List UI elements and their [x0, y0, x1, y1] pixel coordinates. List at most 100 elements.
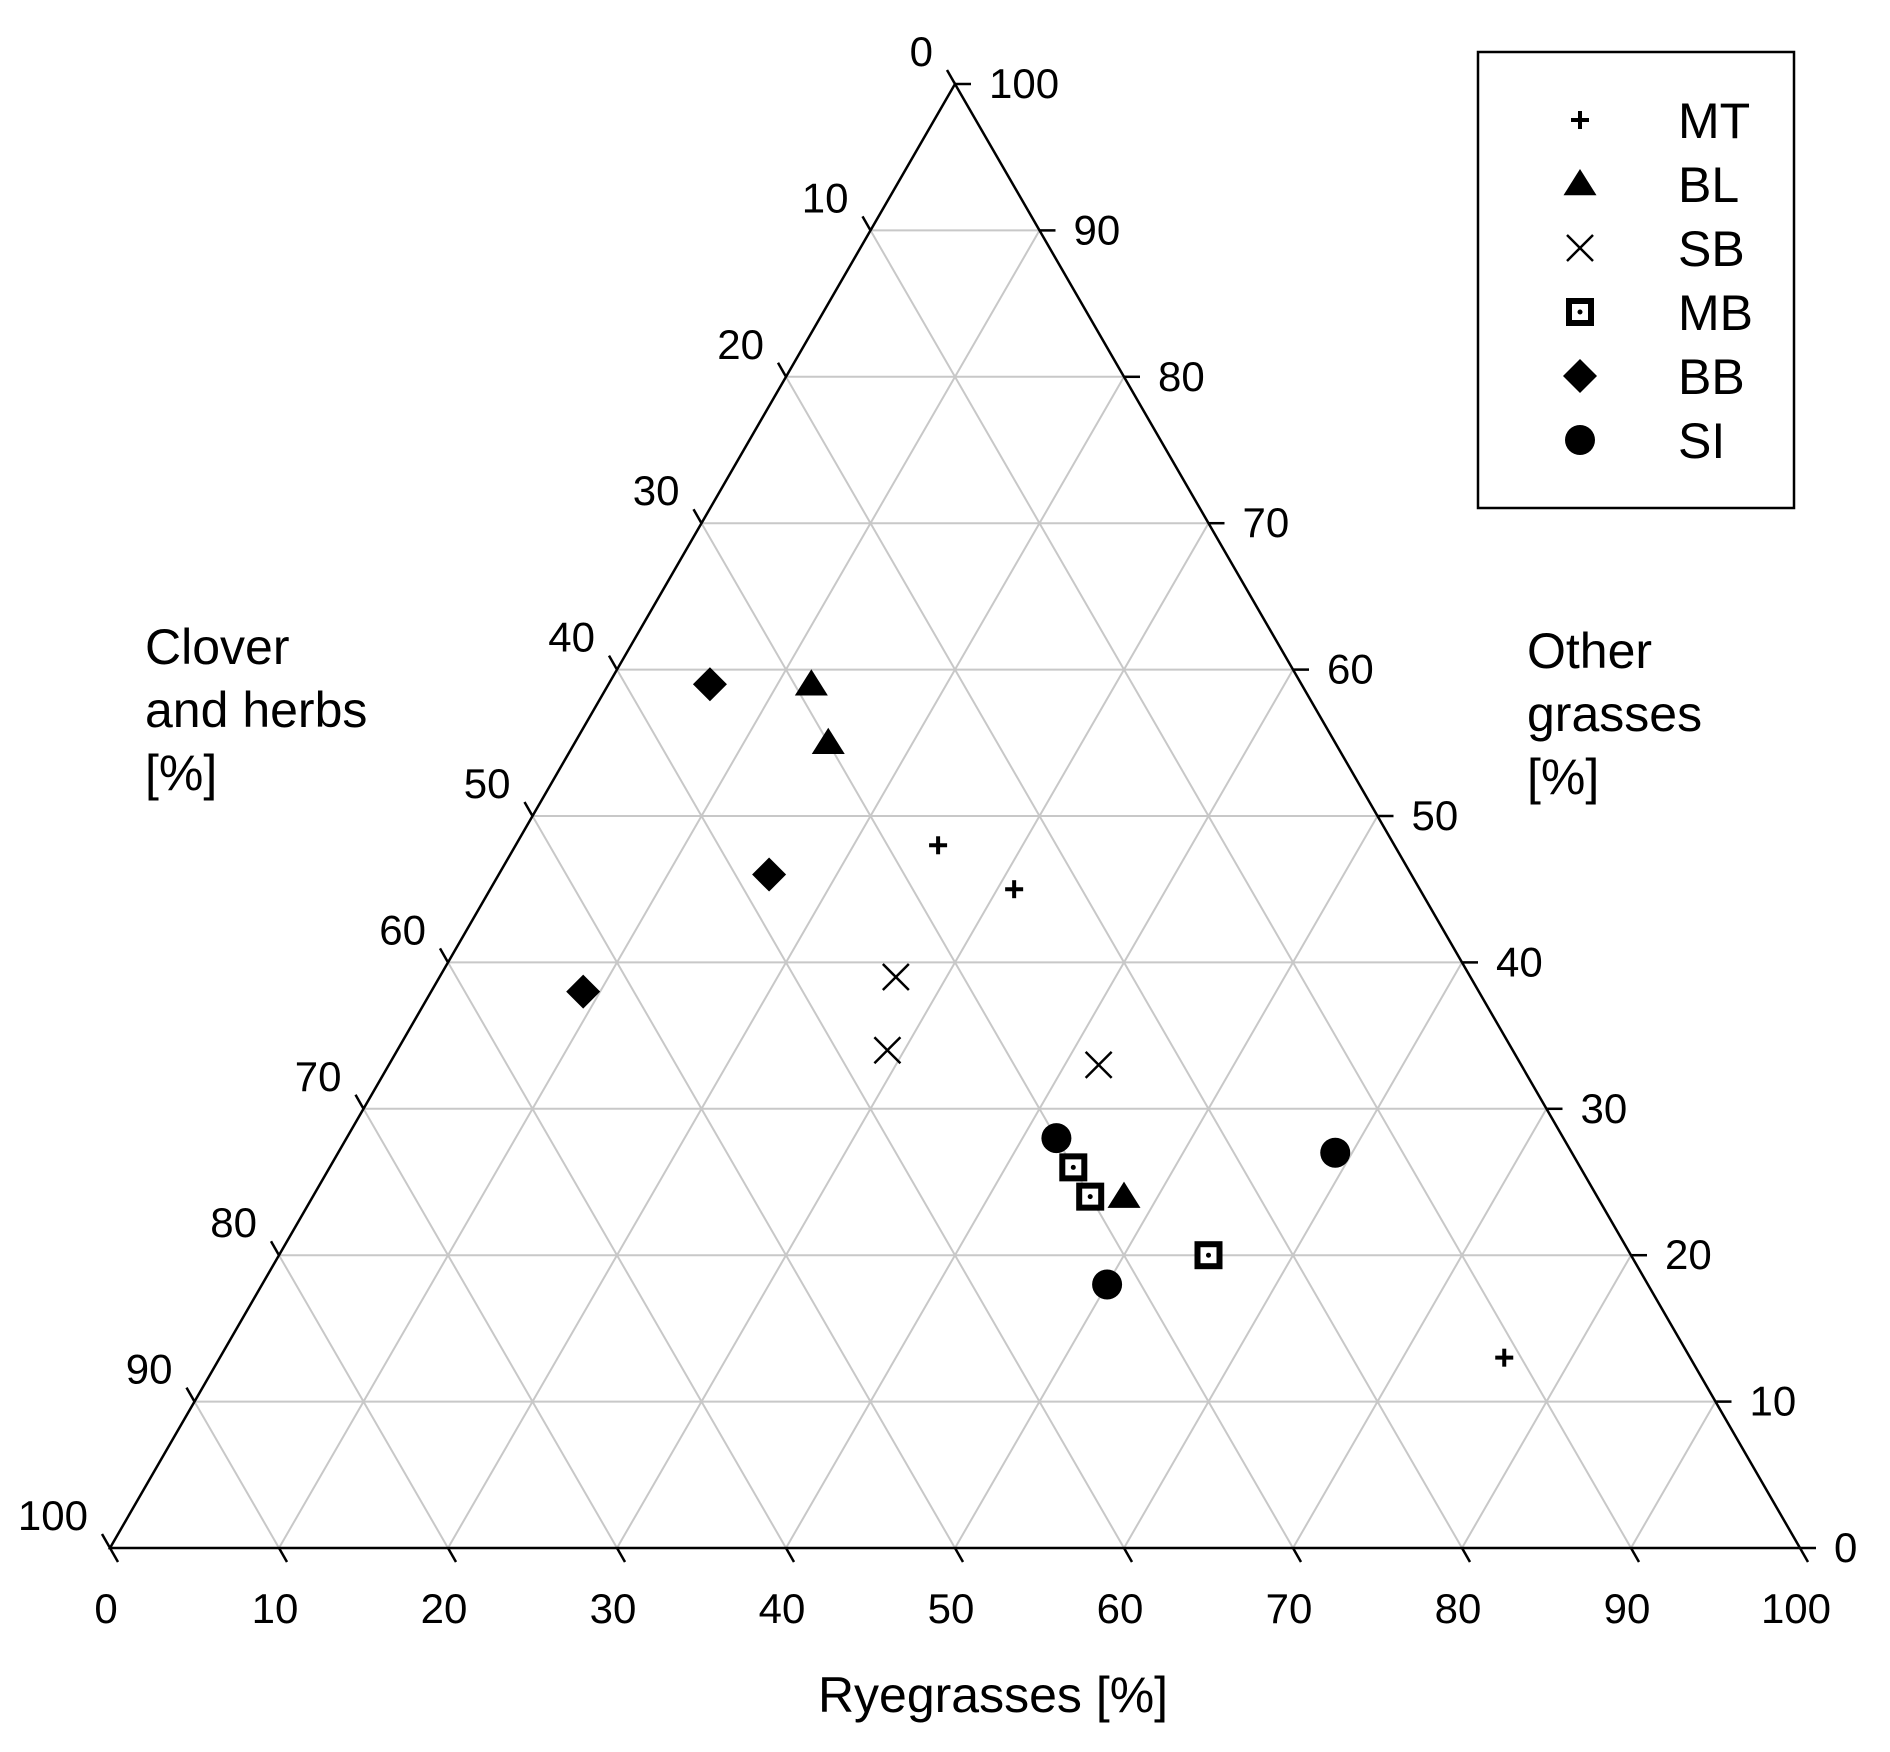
grid-line-rye-80	[1461, 1254, 1632, 1549]
legend-label-mb: MB	[1678, 285, 1753, 341]
point-bb-1	[692, 667, 727, 702]
left-tick-label: 10	[802, 174, 849, 221]
grid	[193, 229, 1717, 1549]
grid-line-clover-30	[700, 522, 1294, 1549]
right-tick-label: 100	[989, 60, 1059, 107]
legend-label-mt: MT	[1678, 93, 1750, 149]
left-tick-10	[861, 215, 872, 232]
grid-line-clover-10	[869, 229, 1632, 1549]
right-tick-label: 40	[1496, 938, 1543, 985]
bottom-tick-20	[446, 1547, 458, 1563]
left-tick-label: 70	[295, 1053, 342, 1100]
right-axis-title-line-3: [%]	[1527, 749, 1599, 805]
right-axis-title-line-2: grasses	[1527, 686, 1702, 742]
left-axis-title-line-3: [%]	[145, 745, 217, 801]
bottom-tick-80	[1460, 1547, 1472, 1563]
legend: MT BL SB MB BB SI	[1476, 50, 1796, 510]
bottom-tick-100	[1798, 1547, 1810, 1563]
left-tick-label: 90	[126, 1346, 173, 1393]
point-si-2	[1320, 1137, 1351, 1168]
left-tick-label: 30	[633, 467, 680, 514]
left-axis-title-line-2: and herbs	[145, 682, 367, 738]
bottom-tick-label: 30	[590, 1585, 637, 1632]
left-tick-40	[607, 654, 619, 671]
left-tick-50	[523, 801, 534, 817]
grid-line-clover-50	[531, 815, 956, 1549]
left-tick-80	[269, 1240, 281, 1256]
square-dot	[1206, 1252, 1211, 1258]
point-bl-1	[794, 669, 828, 696]
left-tick-label: 60	[379, 906, 426, 953]
legend-label-sb: SB	[1678, 221, 1745, 277]
point-mt-3	[1495, 1348, 1514, 1367]
legend-marker-bb	[1563, 359, 1597, 393]
bottom-tick-50	[953, 1547, 965, 1563]
point-bl-3	[1107, 1181, 1141, 1208]
axis-ticks: 0 0 0 10 10 10 20 20 20 30 30 30 40 40 40 50 50 50 60 60 60 7…	[18, 28, 1857, 1632]
bottom-tick-40	[784, 1547, 796, 1563]
grid-line-rye-50	[954, 815, 1379, 1549]
triangle-shape	[1563, 169, 1597, 196]
point-si-1	[1041, 1123, 1072, 1154]
legend-marker-si	[1565, 425, 1595, 455]
right-axis-title-line-1: Other	[1527, 623, 1652, 679]
bottom-tick-30	[615, 1547, 627, 1563]
triangle-shape	[794, 669, 828, 696]
grid-line-clover-90	[193, 1401, 280, 1549]
bottom-tick-label: 40	[759, 1585, 806, 1632]
point-sb-2	[873, 1036, 902, 1065]
point-mb-1	[1059, 1153, 1088, 1182]
right-tick-label: 20	[1665, 1231, 1712, 1278]
point-bb-3	[566, 974, 601, 1009]
grid-line-rye-30	[616, 522, 1210, 1549]
right-tick-label: 50	[1412, 792, 1459, 839]
legend-label-bl: BL	[1678, 157, 1739, 213]
right-tick-label: 0	[1834, 1524, 1857, 1571]
point-sb-3	[1084, 1050, 1113, 1079]
left-tick-label: 20	[717, 321, 764, 368]
axis-titles: Ryegrasses [%] Clover and herbs [%] Othe…	[145, 619, 1702, 1723]
square-dot	[1577, 309, 1583, 315]
grid-line-rye-90	[1630, 1401, 1717, 1549]
bottom-tick-label: 100	[1761, 1585, 1831, 1632]
bottom-tick-label: 50	[928, 1585, 975, 1632]
right-tick-label: 30	[1581, 1085, 1628, 1132]
point-mt-1	[929, 836, 948, 855]
left-tick-label: 0	[910, 28, 933, 75]
diamond-shape	[1563, 359, 1597, 393]
square-dot	[1070, 1164, 1076, 1170]
left-axis-title-line-1: Clover	[145, 619, 289, 675]
bottom-tick-label: 0	[94, 1585, 117, 1632]
point-mb-2	[1076, 1182, 1105, 1211]
right-tick-label: 60	[1327, 646, 1374, 693]
x-stroke-2	[881, 963, 910, 991]
bottom-tick-label: 60	[1097, 1585, 1144, 1632]
left-tick-20	[776, 362, 788, 378]
bottom-tick-label: 70	[1266, 1585, 1313, 1632]
left-tick-90	[185, 1386, 196, 1403]
point-mb-3	[1194, 1241, 1223, 1270]
grid-line-rye-70	[1292, 1108, 1548, 1549]
x-stroke-2	[1566, 234, 1594, 262]
grid-line-clover-60	[447, 961, 787, 1549]
right-tick-label: 90	[1074, 206, 1121, 253]
square-dot	[1087, 1194, 1093, 1200]
bottom-tick-label: 10	[252, 1585, 299, 1632]
right-tick-label: 80	[1158, 353, 1205, 400]
legend-label-si: SI	[1678, 413, 1725, 469]
point-bl-2	[811, 727, 845, 755]
legend-label-bb: BB	[1678, 349, 1745, 405]
point-mt-2	[1005, 880, 1024, 899]
grid-line-clover-70	[362, 1108, 618, 1549]
diamond-shape	[566, 974, 601, 1009]
left-tick-label: 100	[18, 1492, 88, 1539]
bottom-tick-70	[1291, 1547, 1303, 1563]
bottom-tick-0	[108, 1547, 120, 1563]
left-tick-label: 80	[210, 1199, 257, 1246]
legend-marker-mt	[1571, 111, 1589, 129]
triangle-shape	[811, 727, 845, 755]
left-tick-label: 50	[464, 760, 511, 807]
left-tick-70	[354, 1094, 365, 1110]
diamond-shape	[752, 857, 787, 892]
point-si-3	[1092, 1269, 1123, 1300]
